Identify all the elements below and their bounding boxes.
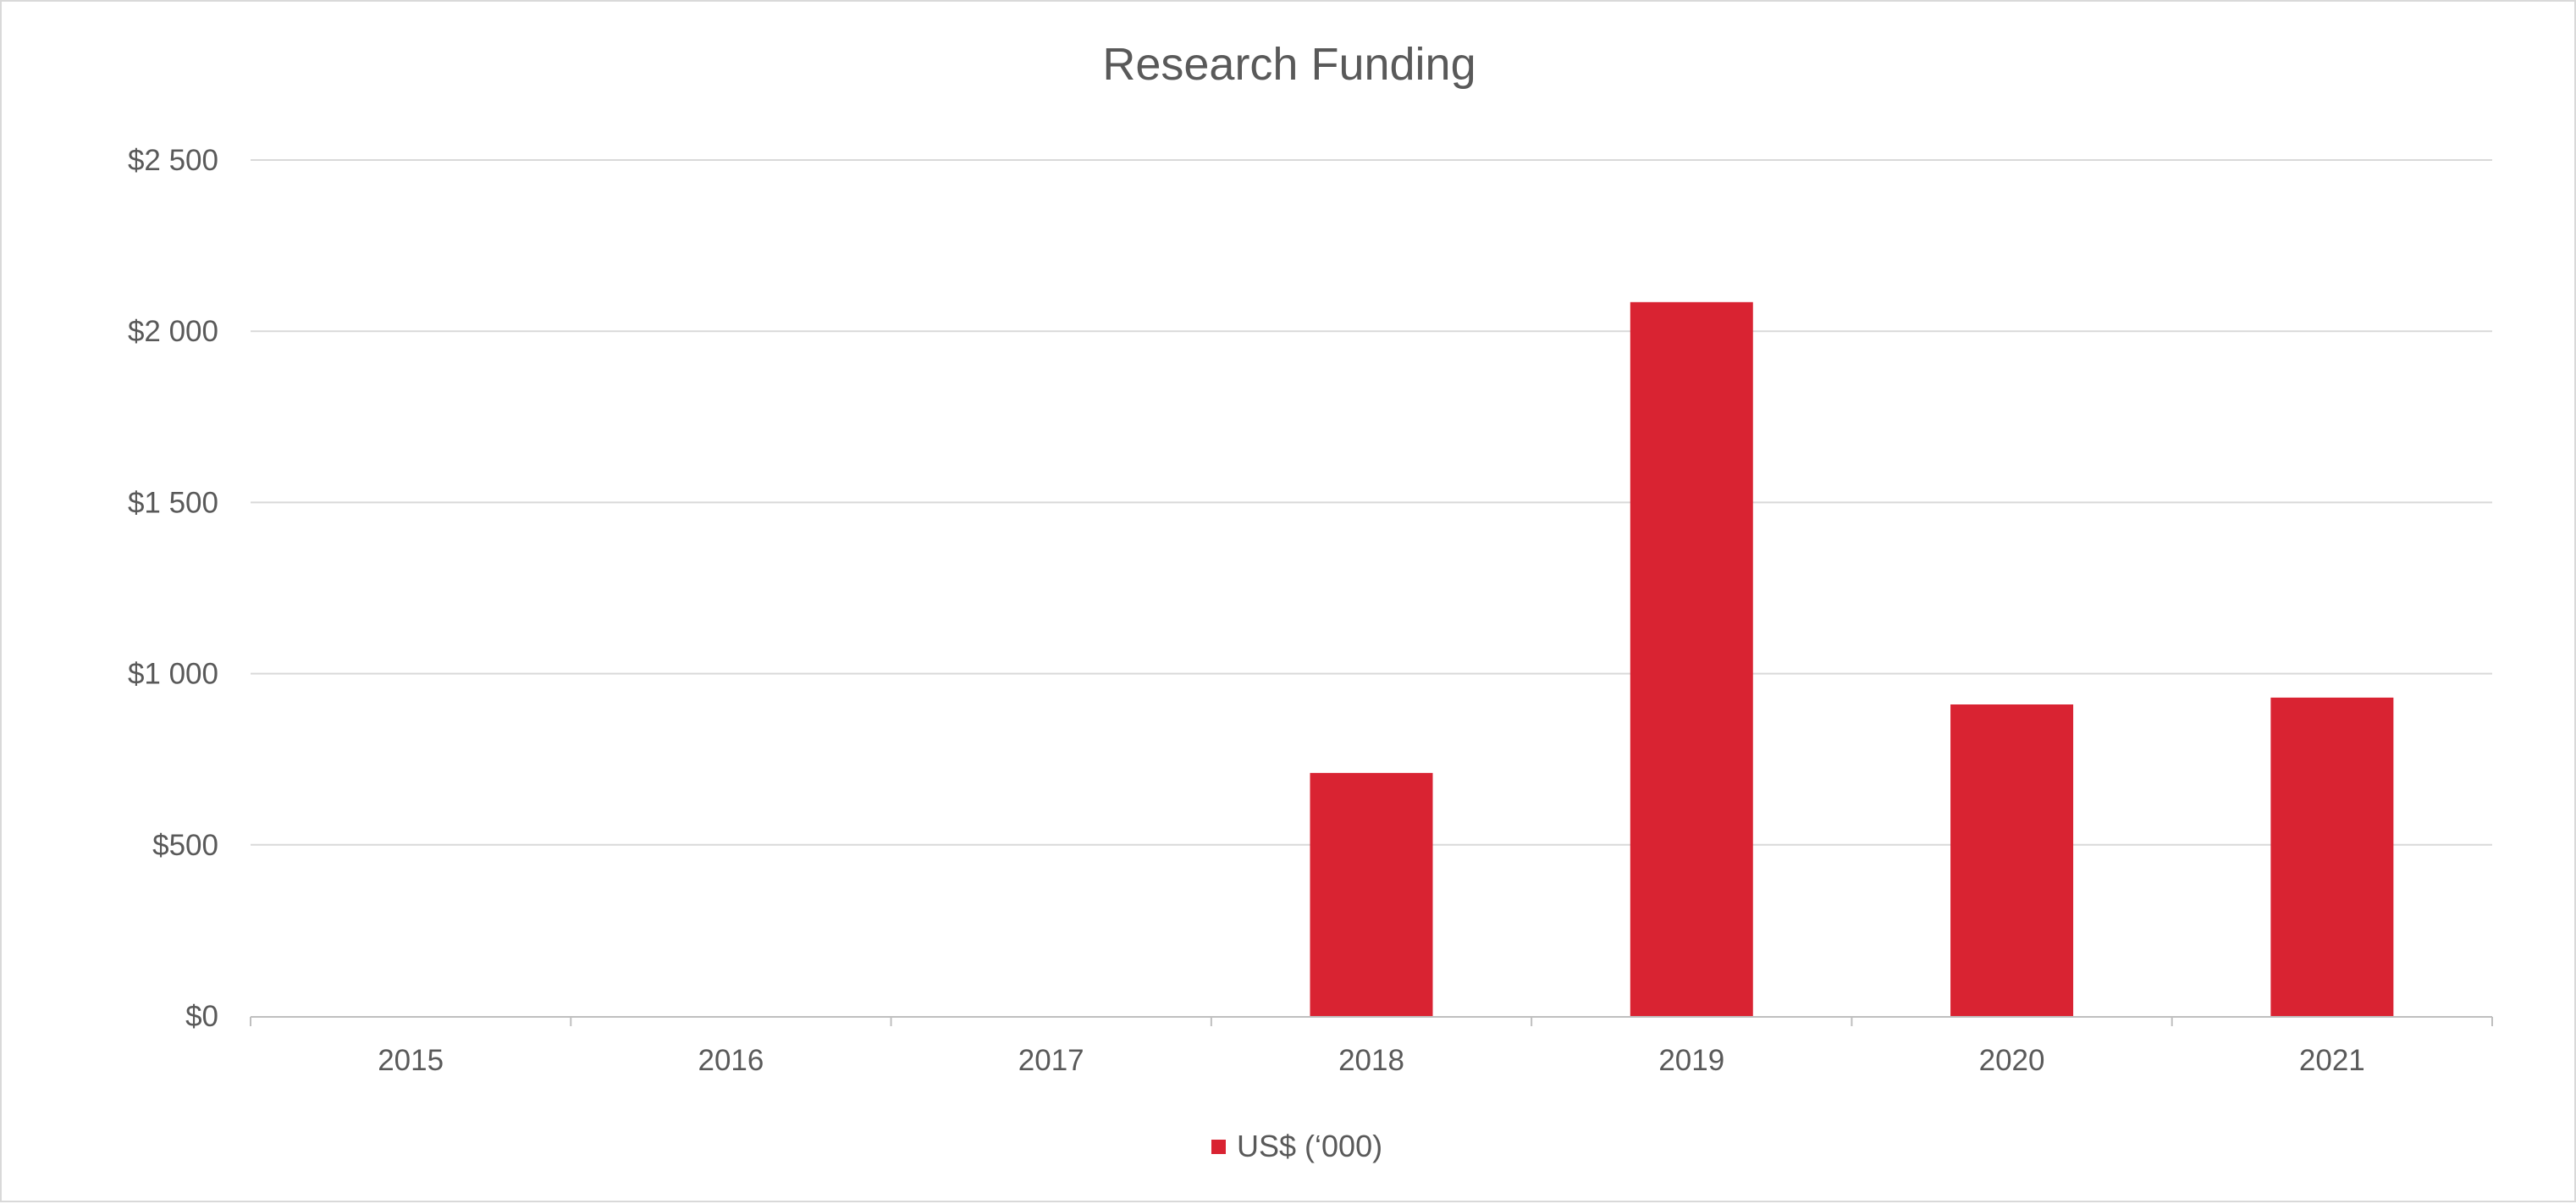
x-tick-label: 2017 (1018, 1044, 1084, 1077)
x-tick-label: 2016 (698, 1044, 764, 1077)
gridlines (251, 159, 2492, 846)
x-tick-label: 2018 (1338, 1044, 1404, 1077)
y-tick-label: $2 000 (128, 315, 218, 348)
legend-label: US$ (‘000) (1237, 1129, 1382, 1163)
chart-title: Research Funding (1102, 39, 1476, 90)
y-tick-label: $0 (185, 1000, 218, 1033)
bar-2018 (1310, 772, 1433, 1016)
x-tick-label: 2015 (378, 1044, 444, 1077)
x-axis-tick-labels: 2015 2016 2017 2018 2019 2020 2021 (378, 1044, 2365, 1077)
x-tick-label: 2021 (2299, 1044, 2365, 1077)
y-tick-label: $2 500 (128, 144, 218, 177)
bar-2021 (2270, 697, 2394, 1016)
y-tick-label: $1 500 (128, 486, 218, 519)
bar-2019 (1630, 301, 1753, 1016)
y-axis-tick-labels: $0 $500 $1 000 $1 500 $2 000 $2 500 (128, 144, 218, 1033)
y-tick-label: $1 000 (128, 658, 218, 691)
bars (1310, 301, 2394, 1016)
x-tick-label: 2020 (1979, 1044, 2045, 1077)
y-tick-label: $500 (152, 829, 218, 862)
x-tick-label: 2019 (1658, 1044, 1724, 1077)
legend-swatch (1211, 1140, 1226, 1154)
legend: US$ (‘000) (1211, 1129, 1382, 1163)
bar-2020 (1950, 704, 2074, 1016)
x-axis (250, 1016, 2493, 1026)
